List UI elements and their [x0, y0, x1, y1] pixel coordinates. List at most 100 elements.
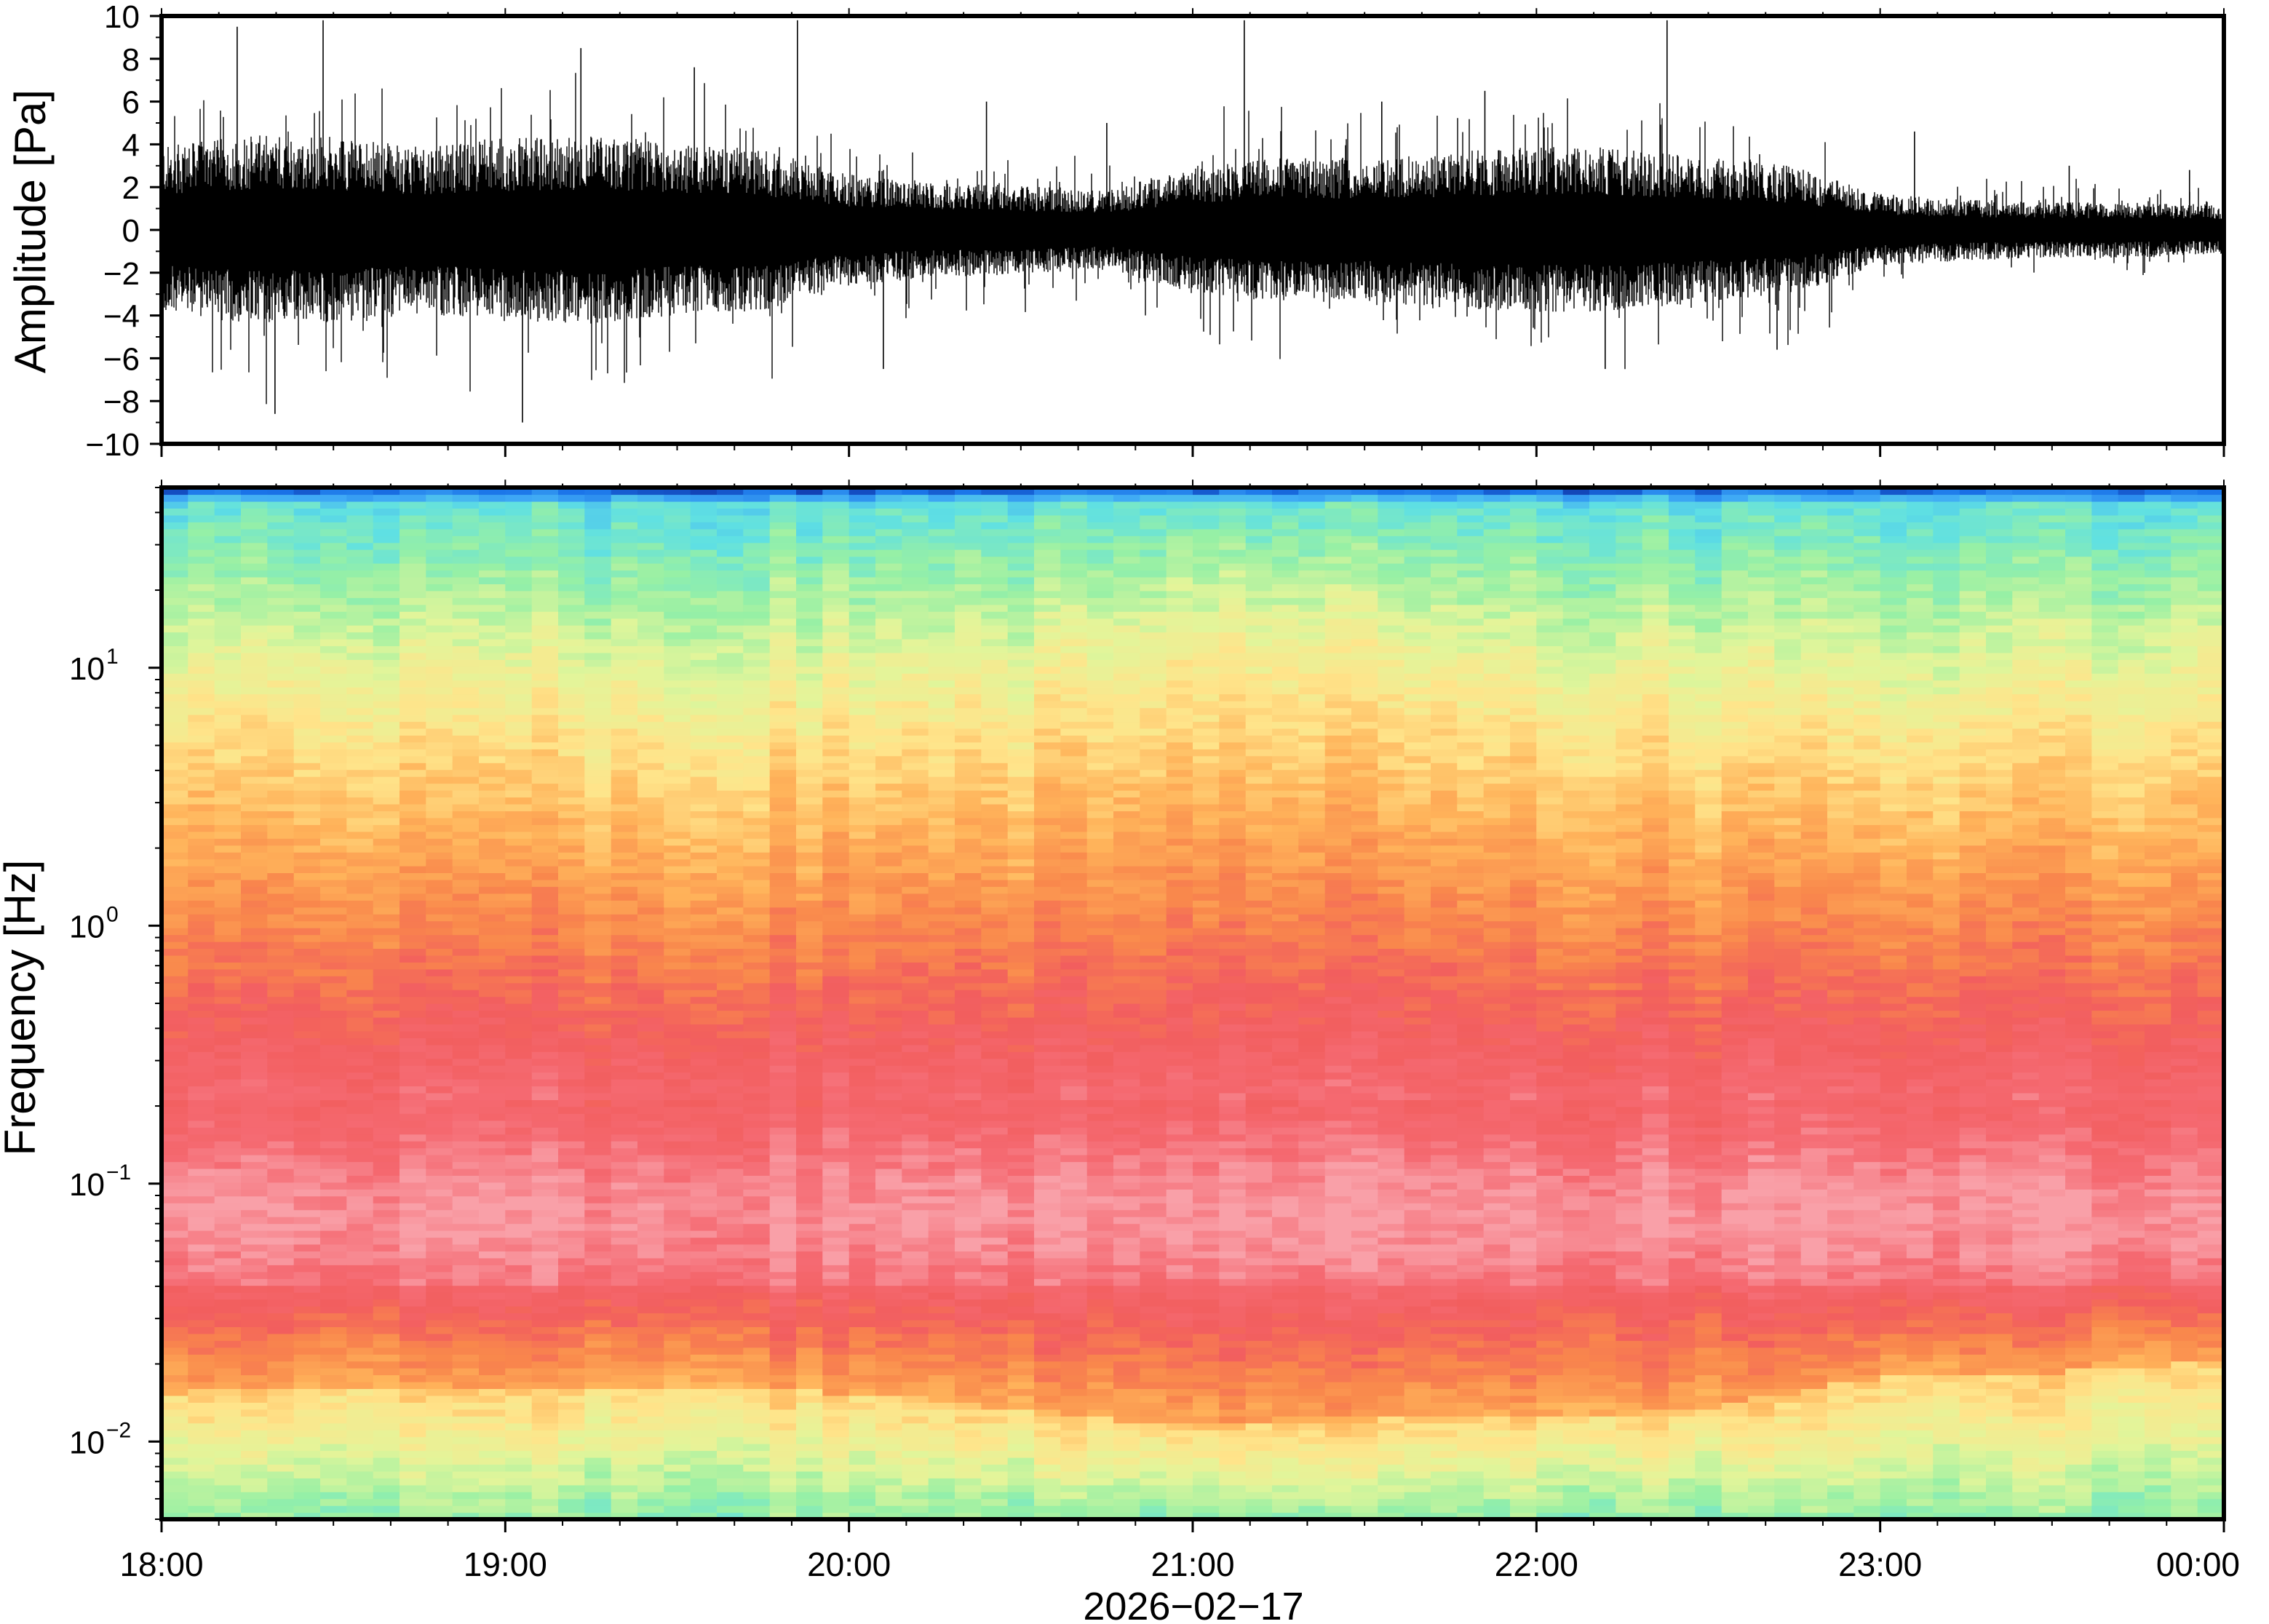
spectrogram-cell: [902, 941, 929, 949]
spectrogram-cell: [452, 1305, 480, 1313]
spectrogram-cell: [267, 1168, 295, 1176]
spectrogram-cell: [822, 872, 850, 880]
spectrogram-cell: [1007, 1388, 1035, 1396]
spectrogram-cell: [769, 1030, 797, 1038]
spectrogram-cell: [373, 673, 400, 681]
spectrogram-cell: [505, 1326, 533, 1334]
spectrogram-cell: [928, 721, 955, 729]
spectrogram-cell: [611, 1168, 638, 1176]
spectrogram-cell: [214, 715, 242, 723]
spectrogram-cell: [320, 1257, 347, 1265]
spectrogram-cell: [875, 1450, 902, 1458]
spectrogram-cell: [822, 576, 850, 584]
spectrogram-cell: [769, 859, 797, 867]
spectrogram-cell: [875, 1430, 902, 1438]
spectrogram-cell: [558, 1292, 585, 1300]
spectrogram-cell: [400, 680, 426, 688]
spectrogram-cell: [479, 955, 506, 963]
spectrogram-cell: [690, 1478, 718, 1486]
spectrogram-cell: [955, 590, 982, 598]
spectrogram-cell: [822, 673, 850, 681]
spectrogram-cell: [214, 789, 242, 797]
spectrogram-cell: [214, 763, 242, 771]
spectrogram-cell: [452, 1030, 480, 1038]
spectrogram-cell: [162, 1147, 188, 1155]
spectrogram-cell: [400, 1512, 426, 1519]
spectrogram-cell: [346, 1478, 374, 1486]
spectrogram-cell: [981, 1223, 1009, 1231]
spectrogram-cell: [188, 1051, 215, 1059]
spectrogram-cell: [637, 494, 664, 502]
spectrogram-cell: [902, 948, 929, 956]
spectrogram-cell: [505, 776, 533, 784]
spectrogram-cell: [373, 1127, 400, 1135]
spectrogram-cell: [293, 831, 321, 839]
spectrogram-cell: [293, 1464, 321, 1472]
spectrogram-cell: [875, 1478, 902, 1486]
spectrogram-cell: [955, 1147, 982, 1155]
spectrogram-cell: [320, 948, 347, 956]
spectrogram-cell: [293, 763, 321, 771]
spectrogram-cell: [241, 776, 268, 784]
spectrogram-cell: [241, 934, 268, 942]
spectrogram-cell: [637, 1292, 664, 1300]
spectrogram-cell: [346, 1319, 374, 1327]
spectrogram-cell: [902, 824, 929, 832]
spectrogram-cell: [769, 1161, 797, 1169]
spectrogram-cell: [902, 914, 929, 922]
spectrogram-cell: [558, 1195, 585, 1203]
spectrogram-cell: [769, 611, 797, 619]
spectrogram-cell: [902, 859, 929, 867]
spectrogram-cell: [426, 996, 453, 1004]
spectrogram-cell: [875, 886, 902, 894]
spectrogram-cell: [241, 1470, 268, 1478]
spectrogram-cell: [981, 920, 1009, 928]
spectrogram-cell: [611, 1395, 638, 1403]
spectrogram-cell: [584, 659, 612, 667]
spectrogram-cell: [664, 487, 691, 495]
spectrogram-cell: [505, 1175, 533, 1183]
spectrogram-cell: [690, 749, 718, 757]
spectrogram-cell: [505, 914, 533, 922]
spectrogram-cell: [875, 528, 902, 536]
spectrogram-cell: [162, 1326, 188, 1334]
spectrogram-cell: [584, 824, 612, 832]
spectrogram-cell: [690, 1217, 718, 1225]
spectrogram-cell: [902, 1024, 929, 1032]
spectrogram-cell: [162, 1086, 188, 1094]
spectrogram-cell: [981, 1016, 1009, 1024]
spectrogram-cell: [426, 1223, 453, 1231]
spectrogram-cell: [955, 803, 982, 811]
spectrogram-cell: [664, 1450, 691, 1458]
spectrogram-cell: [320, 1230, 347, 1238]
spectrogram-cell: [346, 666, 374, 674]
spectrogram-cell: [373, 563, 400, 571]
spectrogram-cell: [426, 1099, 453, 1107]
spectrogram-cell: [293, 749, 321, 757]
spectrogram-cell: [849, 749, 876, 757]
spectrogram-cell: [531, 797, 559, 805]
spectrogram-cell: [346, 838, 374, 846]
spectrogram-cell: [426, 1368, 453, 1376]
spectrogram-cell: [267, 1024, 295, 1032]
spectrogram-cell: [479, 1505, 506, 1513]
spectrogram-cell: [690, 1092, 718, 1100]
spectrogram-cell: [558, 556, 585, 564]
spectrogram-cell: [188, 1319, 215, 1327]
spectrogram-cell: [769, 1217, 797, 1225]
spectrogram-cell: [400, 687, 426, 695]
spectrogram-cell: [346, 715, 374, 723]
spectrogram-cell: [981, 721, 1009, 729]
spectrogram-cell: [346, 536, 374, 544]
spectrogram-cell: [320, 645, 347, 653]
spectrogram-cell: [769, 1203, 797, 1211]
spectrogram-cell: [558, 872, 585, 880]
spectrogram-cell: [162, 590, 188, 598]
spectrogram-cell: [188, 789, 215, 797]
spectrogram-cell: [241, 1347, 268, 1355]
spectrogram-cell: [320, 1065, 347, 1073]
spectrogram-cell: [875, 845, 902, 853]
spectrogram-cell: [584, 1182, 612, 1190]
spectrogram-cell: [955, 797, 982, 805]
spectrogram-cell: [981, 1058, 1009, 1066]
